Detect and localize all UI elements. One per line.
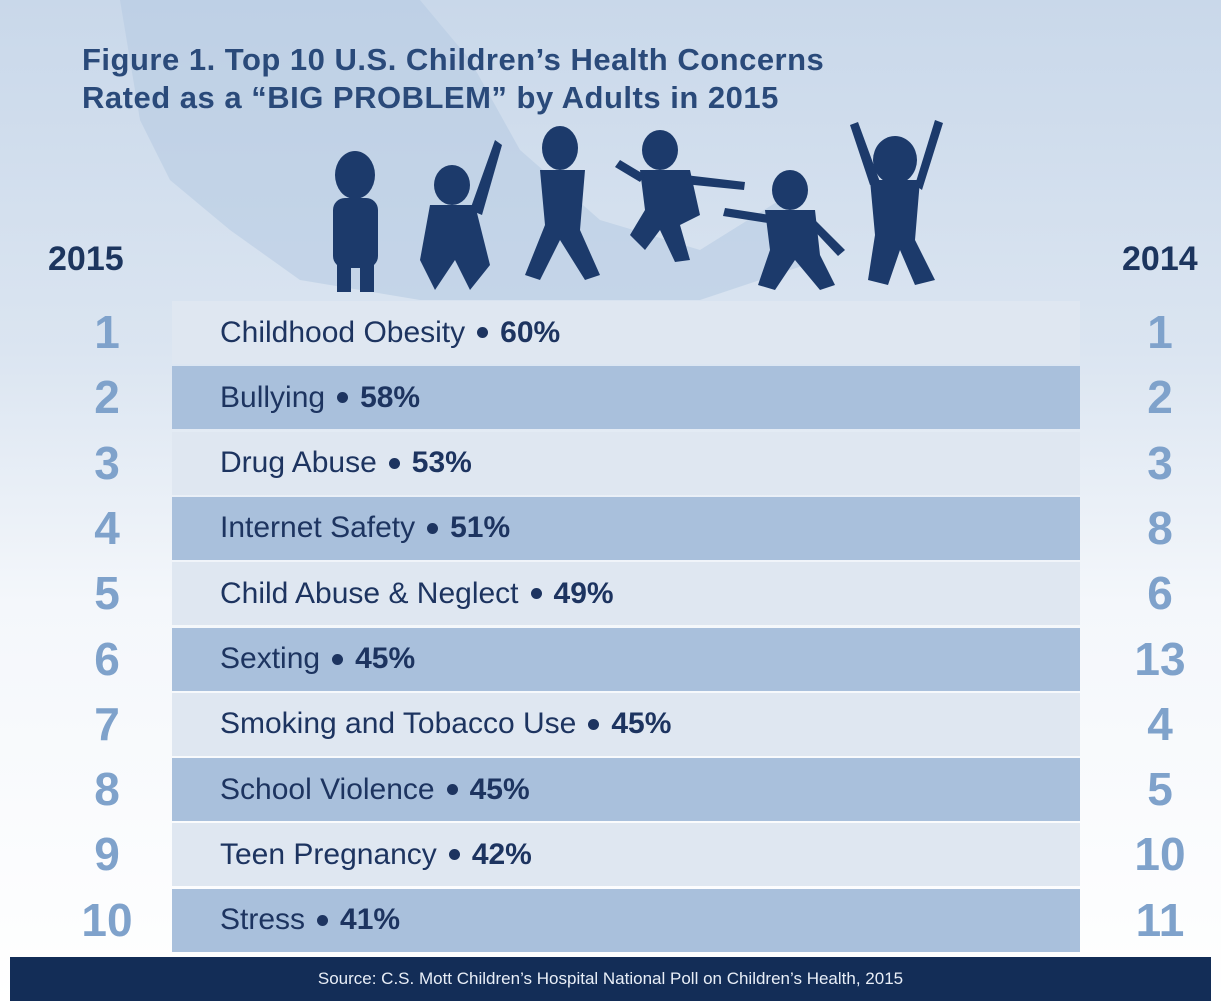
concern: Drug Abuse 53% bbox=[220, 446, 472, 480]
concern: Child Abuse & Neglect 49% bbox=[220, 577, 614, 611]
concern: Bullying 58% bbox=[220, 381, 420, 415]
concern: Smoking and Tobacco Use 45% bbox=[220, 707, 671, 741]
percent: 45% bbox=[611, 707, 672, 741]
concern-name: School Violence bbox=[220, 772, 435, 806]
separator-dot bbox=[588, 718, 600, 730]
concern-row: Bullying 58% bbox=[172, 366, 1080, 430]
rank-2014: 13 bbox=[1134, 632, 1186, 685]
separator-dot bbox=[388, 457, 400, 469]
rank-2015: 10 bbox=[81, 893, 133, 946]
rank-2015: 4 bbox=[94, 501, 120, 554]
concern-row: Internet Safety 51% bbox=[172, 496, 1080, 560]
concern-row: Childhood Obesity 60% bbox=[172, 301, 1080, 364]
rank-2014: 8 bbox=[1147, 501, 1173, 554]
rank-2014: 11 bbox=[1135, 893, 1185, 946]
percent: 49% bbox=[553, 576, 614, 610]
rank-2014: 5 bbox=[1147, 763, 1173, 816]
concern-name: Stress bbox=[220, 903, 306, 937]
concern-name: Child Abuse & Neglect bbox=[220, 576, 519, 610]
separator-dot bbox=[530, 588, 542, 600]
concern: School Violence 45% bbox=[220, 773, 530, 807]
title-line: Figure 1. Top 10 U.S. Children’s Health … bbox=[82, 42, 825, 77]
concern-row: Teen Pregnancy 42% bbox=[172, 823, 1080, 887]
separator-dot bbox=[317, 914, 329, 926]
separator-dot bbox=[446, 784, 458, 796]
percent: 58% bbox=[360, 380, 421, 414]
concern-row: School Violence 45% bbox=[172, 758, 1080, 822]
concern-name: Internet Safety bbox=[220, 511, 416, 545]
rank-2015: 7 bbox=[94, 697, 120, 750]
percent: 41% bbox=[340, 903, 401, 937]
percent: 45% bbox=[469, 772, 530, 806]
concern-name: Sexting bbox=[220, 642, 321, 675]
percent: 42% bbox=[471, 837, 532, 871]
concern-row: Stress 41% bbox=[172, 888, 1080, 952]
children-silhouettes bbox=[333, 120, 943, 292]
rank-2015: 6 bbox=[94, 632, 120, 685]
column-header: 2014 bbox=[1122, 240, 1198, 278]
concern-row: Child Abuse & Neglect 49% bbox=[172, 562, 1080, 626]
source-text: Source: C.S. Mott Children’s Hospital Na… bbox=[317, 969, 904, 988]
rank-2015: 1 bbox=[94, 306, 120, 358]
rank-2015: 5 bbox=[94, 567, 120, 620]
separator-dot bbox=[477, 327, 489, 338]
percent: 51% bbox=[450, 511, 511, 545]
concern-name: Teen Pregnancy bbox=[220, 837, 437, 871]
concern-name: Bullying bbox=[220, 380, 326, 414]
source-bar: Source: C.S. Mott Children’s Hospital Na… bbox=[10, 957, 1211, 1001]
rank-2015: 2 bbox=[94, 371, 120, 424]
rank-2014: 2 bbox=[1147, 371, 1173, 424]
rank-2014: 6 bbox=[1147, 567, 1173, 620]
rank-2014: 3 bbox=[1147, 436, 1173, 489]
concern-name: Childhood Obesity bbox=[220, 315, 466, 349]
title-line: Rated as a “BIG PROBLEM” by Adults in 20… bbox=[82, 80, 779, 115]
concern: Sexting 45% bbox=[220, 642, 415, 676]
concern: Childhood Obesity 60% bbox=[220, 316, 560, 350]
rank-2015: 8 bbox=[94, 763, 120, 816]
concern: Stress 41% bbox=[220, 903, 400, 937]
percent: 45% bbox=[355, 642, 416, 675]
rank-2015: 9 bbox=[94, 828, 120, 881]
column-header: 2015 bbox=[48, 240, 124, 278]
rank-2014: 1 bbox=[1147, 306, 1173, 358]
concern-row: Sexting 45% bbox=[172, 627, 1080, 691]
percent: 60% bbox=[500, 315, 561, 349]
concern-row: Smoking and Tobacco Use 45% bbox=[172, 692, 1080, 756]
rank-2014: 4 bbox=[1147, 697, 1173, 750]
concern-row: Drug Abuse 53% bbox=[172, 431, 1080, 495]
separator-dot bbox=[337, 392, 349, 404]
concern-name: Smoking and Tobacco Use bbox=[220, 707, 577, 741]
separator-dot bbox=[448, 849, 460, 861]
separator-dot bbox=[332, 653, 344, 665]
concern: Teen Pregnancy 42% bbox=[220, 838, 532, 872]
map-silhouette bbox=[120, 0, 820, 300]
concern: Internet Safety 51% bbox=[220, 511, 510, 545]
rank-2015: 3 bbox=[94, 436, 120, 489]
percent: 53% bbox=[411, 446, 472, 480]
concern-name: Drug Abuse bbox=[220, 446, 377, 480]
separator-dot bbox=[427, 522, 439, 534]
rank-2014: 10 bbox=[1134, 828, 1186, 881]
